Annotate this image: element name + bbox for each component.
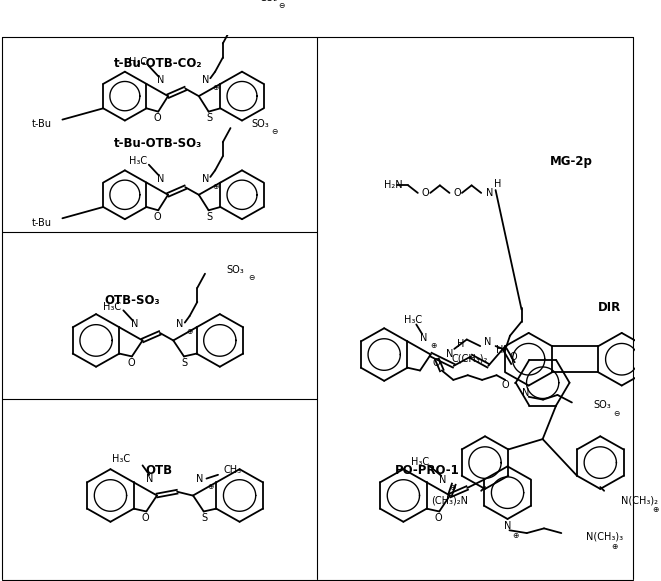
Text: N: N xyxy=(157,75,164,85)
Text: ⊖: ⊖ xyxy=(272,127,278,137)
Text: S: S xyxy=(202,513,208,523)
Text: N: N xyxy=(145,474,153,483)
Text: t-Bu-OTB-CO₂: t-Bu-OTB-CO₂ xyxy=(114,57,203,70)
Text: N: N xyxy=(202,75,209,85)
Text: ⊖: ⊖ xyxy=(278,1,285,10)
Text: t-Bu-OTB-SO₃: t-Bu-OTB-SO₃ xyxy=(114,137,203,149)
Text: ⊕: ⊕ xyxy=(207,482,214,490)
Text: H: H xyxy=(496,345,503,355)
Text: S: S xyxy=(182,358,188,368)
Text: SO₃: SO₃ xyxy=(226,265,244,275)
Text: N: N xyxy=(176,320,184,329)
Text: O: O xyxy=(434,513,442,523)
Text: O: O xyxy=(502,379,509,390)
Text: ⊕: ⊕ xyxy=(212,182,218,191)
Text: ⊕: ⊕ xyxy=(212,83,218,92)
Text: H₃C: H₃C xyxy=(112,454,130,464)
Text: N: N xyxy=(196,474,204,483)
Text: ⊕: ⊕ xyxy=(611,541,617,551)
Text: ⊖: ⊖ xyxy=(613,409,619,418)
Text: N: N xyxy=(486,188,494,198)
Text: N: N xyxy=(202,174,209,184)
Text: H: H xyxy=(457,339,465,349)
Text: H₃C: H₃C xyxy=(404,315,422,325)
Text: ⊕: ⊕ xyxy=(512,532,518,540)
Text: N(CH₃)₂: N(CH₃)₂ xyxy=(621,495,658,505)
Text: N: N xyxy=(440,475,447,485)
Text: N: N xyxy=(157,174,164,184)
Text: H: H xyxy=(494,178,501,188)
Text: S: S xyxy=(206,212,213,222)
Text: ⊕: ⊕ xyxy=(430,340,437,350)
Text: ⊖: ⊖ xyxy=(248,273,254,282)
Text: O: O xyxy=(127,358,135,368)
Text: N: N xyxy=(522,388,529,398)
Text: N: N xyxy=(131,320,139,329)
Text: N: N xyxy=(446,349,453,358)
Text: ⊕: ⊕ xyxy=(653,505,659,514)
Text: SO₃: SO₃ xyxy=(593,400,611,410)
Text: O: O xyxy=(153,113,161,123)
Text: OTB: OTB xyxy=(145,464,172,476)
Text: PO-PRO-1: PO-PRO-1 xyxy=(395,464,460,476)
Text: N: N xyxy=(420,332,428,343)
Text: O: O xyxy=(509,352,517,363)
Text: H₃C: H₃C xyxy=(129,58,147,67)
Text: SO₃: SO₃ xyxy=(252,119,270,130)
Text: O: O xyxy=(153,212,161,222)
Text: H₃C: H₃C xyxy=(103,302,122,311)
Text: O: O xyxy=(422,188,429,198)
Text: CO₂: CO₂ xyxy=(259,0,278,3)
Text: (CH₃)₂N: (CH₃)₂N xyxy=(431,495,468,505)
Text: O: O xyxy=(141,513,149,523)
Text: t-Bu: t-Bu xyxy=(31,119,52,130)
Text: N: N xyxy=(504,522,511,532)
Text: N: N xyxy=(485,338,492,347)
Text: S: S xyxy=(206,113,213,123)
Text: C(CH₃)₂: C(CH₃)₂ xyxy=(452,353,488,363)
Text: MG-2p: MG-2p xyxy=(550,155,593,168)
Text: H₃C: H₃C xyxy=(410,457,429,467)
Text: O: O xyxy=(432,358,440,368)
Text: DIR: DIR xyxy=(598,301,621,314)
Text: N(CH₃)₃: N(CH₃)₃ xyxy=(586,532,623,542)
Text: CH₃: CH₃ xyxy=(224,465,242,475)
Text: H₃C: H₃C xyxy=(129,156,147,166)
Text: ⊕: ⊕ xyxy=(186,328,193,336)
Text: O: O xyxy=(453,188,461,198)
Text: H₂N: H₂N xyxy=(384,180,403,191)
Text: OTB-SO₃: OTB-SO₃ xyxy=(104,295,161,307)
Text: t-Bu: t-Bu xyxy=(31,218,52,228)
Text: ⊕: ⊕ xyxy=(449,483,456,492)
